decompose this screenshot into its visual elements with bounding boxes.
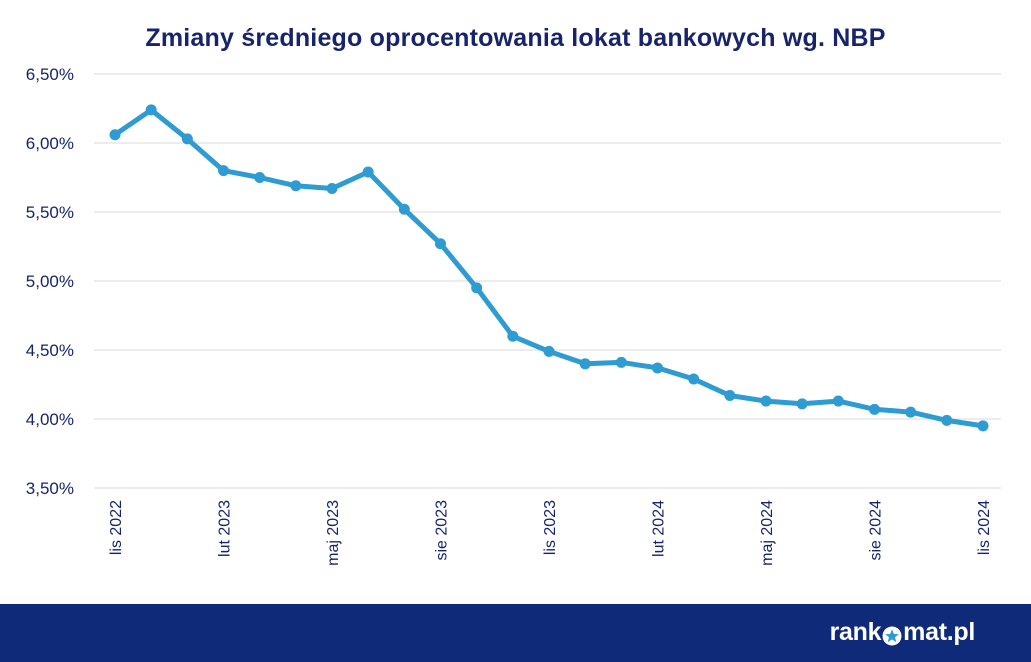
footer-bar: rank mat.pl (0, 604, 1031, 662)
data-point (362, 166, 374, 178)
data-point (941, 414, 953, 426)
data-point (290, 180, 302, 192)
chart-title: Zmiany średniego oprocentowania lokat ba… (145, 24, 886, 52)
data-point (254, 172, 266, 183)
data-point (977, 420, 989, 432)
data-point (109, 129, 121, 141)
brand-text-right: mat.pl (903, 618, 975, 646)
y-tick-label: 6,00% (26, 134, 74, 153)
data-point (724, 390, 736, 402)
data-point (615, 356, 627, 368)
x-tick-label: lut 2024 (651, 500, 668, 557)
y-axis-ticks: 3,50% 4,00% 4,50% 5,00% 5,50% 6,00% 6,50% (26, 65, 74, 498)
y-tick-label: 3,50% (26, 479, 74, 498)
data-point (398, 203, 410, 215)
x-tick-label: maj 2023 (325, 500, 342, 566)
x-tick-label: lis 2023 (542, 500, 559, 555)
y-tick-label: 5,50% (26, 203, 74, 222)
data-point (435, 238, 446, 250)
y-tick-label: 5,00% (26, 272, 74, 291)
data-point (507, 330, 519, 342)
series-layer (109, 104, 989, 432)
data-point (326, 183, 338, 195)
y-tick-label: 4,50% (26, 341, 74, 360)
x-tick-label: sie 2024 (868, 500, 885, 561)
data-point (218, 165, 229, 177)
x-axis-ticks: lis 2022 lut 2023 maj 2023 sie 2023 lis 2023… (108, 500, 993, 566)
x-tick-label: sie 2023 (434, 500, 451, 561)
y-tick-label: 4,00% (26, 410, 74, 429)
brand-logo[interactable]: rank mat.pl (829, 618, 976, 647)
y-tick-label: 6,50% (26, 65, 74, 84)
data-point (796, 398, 808, 410)
x-tick-label: lis 2022 (108, 500, 125, 555)
gridlines (94, 73, 1001, 489)
data-point (688, 373, 700, 385)
x-tick-label: lut 2023 (217, 500, 234, 557)
x-tick-label: lis 2024 (976, 500, 993, 555)
data-point (145, 104, 157, 116)
data-point (652, 362, 663, 374)
star-icon (882, 624, 902, 645)
data-point (869, 403, 880, 415)
data-point (579, 358, 591, 370)
data-point (181, 133, 193, 145)
line-chart: 3,50% 4,00% 4,50% 5,00% 5,50% 6,00% 6,50% lis … (26, 65, 1001, 566)
x-tick-label: maj 2024 (759, 500, 776, 566)
data-point (543, 345, 555, 357)
data-point (832, 395, 844, 407)
brand-text-left: rank (829, 618, 882, 646)
data-point (760, 395, 772, 407)
data-point (905, 406, 917, 418)
data-point (471, 282, 483, 294)
series-line (112, 107, 986, 429)
